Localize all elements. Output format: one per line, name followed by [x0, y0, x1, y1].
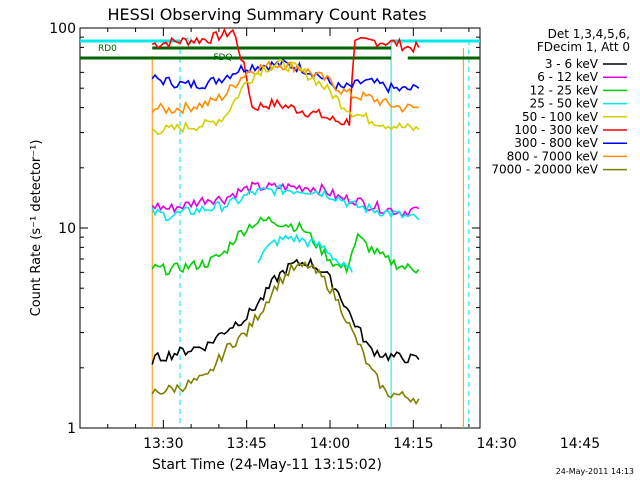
legend-label: 6 - 12 keV [537, 70, 599, 84]
x-tick-labels: 13:30 13:45 14:00 14:15 14:30 14:45 [143, 436, 600, 452]
series-line [257, 233, 353, 273]
y-tick-label: 100 [49, 21, 76, 37]
series-line [151, 27, 420, 126]
legend-label: 300 - 800 keV [514, 136, 598, 150]
y-tick-label: 10 [58, 221, 76, 237]
footer-datestamp: 24-May-2011 14:13 [556, 467, 634, 476]
observation-windows [151, 40, 470, 428]
x-tick-label: 13:30 [143, 436, 183, 452]
flag-label: RD0 [98, 44, 117, 54]
series-group [151, 27, 420, 406]
y-tick-label: 1 [67, 421, 76, 437]
x-axis-label: Start Time (24-May-11 13:15:02) [152, 457, 382, 473]
legend-label: 7000 - 20000 keV [491, 163, 598, 177]
legend: Det 1,3,4,5,6, FDecim 1, Att 0 3 - 6 keV… [491, 27, 630, 177]
flag-label: N [186, 37, 193, 47]
legend-label: 3 - 6 keV [545, 57, 599, 71]
legend-header-line-1: Det 1,3,4,5,6, [548, 27, 630, 41]
series-line [151, 261, 420, 406]
status-flags: N RD0 FDQ [80, 37, 480, 63]
flag-label: FDQ [213, 53, 232, 63]
series-line [151, 215, 420, 276]
x-tick-label: 13:45 [226, 436, 266, 452]
series-line [151, 58, 420, 135]
legend-label: 12 - 25 keV [530, 83, 599, 97]
chart-title: HESSI Observing Summary Count Rates [107, 5, 426, 24]
series-line [151, 183, 420, 222]
y-tick-labels: 1 10 100 [49, 21, 76, 437]
axis-ticks [80, 27, 480, 429]
legend-label: 100 - 300 keV [514, 123, 598, 137]
legend-label: 800 - 7000 keV [507, 149, 599, 163]
y-axis-label: Count Rate (s⁻¹ detector⁻¹) [29, 140, 44, 317]
series-line [151, 58, 420, 94]
x-tick-label: 14:45 [560, 436, 600, 452]
legend-label: 50 - 100 keV [522, 110, 599, 124]
x-tick-label: 14:15 [393, 436, 433, 452]
x-tick-label: 14:00 [310, 436, 350, 452]
legend-label: 25 - 50 keV [530, 97, 599, 111]
legend-header-line-2: FDecim 1, Att 0 [537, 40, 630, 54]
x-tick-label: 14:30 [476, 436, 516, 452]
